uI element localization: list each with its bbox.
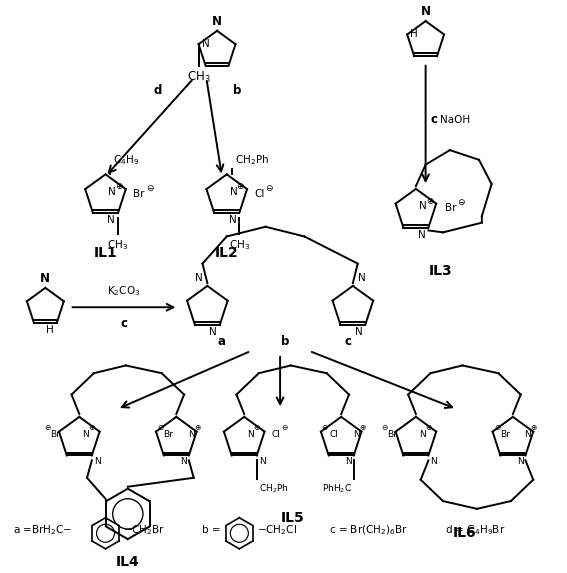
Text: $\ominus$: $\ominus$: [381, 423, 389, 432]
Text: N: N: [108, 187, 116, 197]
Text: N: N: [419, 430, 426, 439]
Text: c: c: [345, 335, 352, 348]
Text: c = Br(CH$_2$)$_6$Br: c = Br(CH$_2$)$_6$Br: [329, 524, 408, 537]
Text: Br: Br: [445, 203, 456, 213]
Text: c: c: [120, 317, 128, 330]
Text: $\ominus$: $\ominus$: [456, 198, 466, 207]
Text: IL5: IL5: [281, 511, 304, 525]
Text: H: H: [410, 29, 418, 40]
Text: Br: Br: [163, 430, 174, 439]
Text: $\ominus$: $\ominus$: [494, 423, 501, 432]
Text: $\oplus$: $\oplus$: [115, 181, 124, 191]
Text: IL3: IL3: [428, 264, 452, 277]
Text: CH$_3$: CH$_3$: [187, 69, 210, 84]
Text: N: N: [94, 457, 100, 466]
Text: Cl: Cl: [329, 430, 338, 439]
Text: b: b: [233, 84, 242, 97]
Text: $\oplus$: $\oplus$: [88, 423, 96, 432]
Text: a =BrH$_2$C$-$: a =BrH$_2$C$-$: [14, 524, 73, 537]
Text: IL4: IL4: [116, 555, 139, 568]
Text: PhH$_2$C: PhH$_2$C: [321, 482, 352, 495]
Text: Br: Br: [133, 189, 144, 199]
Text: $-$CH$_2$Br: $-$CH$_2$Br: [123, 524, 165, 537]
Text: N: N: [82, 430, 89, 439]
Text: $\ominus$: $\ominus$: [321, 423, 329, 432]
Text: $\ominus$: $\ominus$: [44, 423, 52, 432]
Text: $\ominus$: $\ominus$: [265, 183, 273, 193]
Text: N: N: [421, 5, 430, 18]
Text: b =: b =: [202, 525, 221, 535]
Text: N: N: [355, 327, 362, 337]
Text: N: N: [247, 430, 254, 439]
Text: N: N: [209, 327, 217, 337]
Text: CH$_2$Ph: CH$_2$Ph: [259, 482, 289, 495]
Text: Br: Br: [500, 430, 510, 439]
Text: N: N: [40, 272, 50, 285]
Text: c: c: [430, 113, 438, 126]
Text: a: a: [218, 335, 226, 348]
Text: N: N: [430, 457, 437, 466]
Text: N: N: [353, 430, 359, 439]
Text: H: H: [46, 325, 54, 335]
Text: IL1: IL1: [94, 246, 117, 260]
Text: CH$_3$: CH$_3$: [229, 238, 250, 252]
Text: $\oplus$: $\oplus$: [236, 181, 245, 191]
Text: IL6: IL6: [452, 525, 476, 540]
Text: N: N: [517, 457, 523, 466]
Text: N: N: [358, 273, 366, 283]
Text: N: N: [229, 215, 236, 225]
Text: d: d: [154, 84, 162, 97]
Text: N: N: [259, 457, 265, 466]
Text: CH$_3$: CH$_3$: [107, 238, 129, 252]
Text: N: N: [188, 430, 194, 439]
Text: b: b: [281, 335, 289, 348]
Text: N: N: [107, 215, 115, 225]
Text: K$_2$CO$_3$: K$_2$CO$_3$: [107, 284, 141, 297]
Text: Br: Br: [50, 430, 60, 439]
Text: N: N: [524, 430, 531, 439]
Text: $\oplus$: $\oplus$: [359, 423, 366, 432]
Text: CH$_2$Ph: CH$_2$Ph: [235, 153, 269, 167]
Text: N: N: [230, 187, 238, 197]
Text: $\oplus$: $\oplus$: [194, 423, 201, 432]
Text: $\ominus$: $\ominus$: [157, 423, 164, 432]
Text: NaOH: NaOH: [440, 115, 470, 124]
Text: $-$CH$_2$Cl: $-$CH$_2$Cl: [257, 524, 297, 537]
Text: N: N: [418, 230, 426, 241]
Text: N: N: [201, 39, 209, 49]
Text: N: N: [180, 457, 187, 466]
Text: $\ominus$: $\ominus$: [281, 423, 289, 432]
Text: N: N: [345, 457, 352, 466]
Text: d = C$_4$H$_9$Br: d = C$_4$H$_9$Br: [445, 524, 505, 537]
Text: $\oplus$: $\oplus$: [426, 195, 434, 206]
Text: Br: Br: [387, 430, 396, 439]
Text: N: N: [194, 273, 202, 283]
Text: C$_4$H$_9$: C$_4$H$_9$: [113, 153, 139, 167]
Text: $\oplus$: $\oplus$: [425, 423, 432, 432]
Text: IL2: IL2: [215, 246, 239, 260]
Text: $\oplus$: $\oplus$: [253, 423, 261, 432]
Text: Cl: Cl: [272, 430, 280, 439]
Text: N: N: [419, 201, 426, 211]
Text: N: N: [212, 15, 222, 28]
Text: Cl: Cl: [254, 189, 264, 199]
Text: $\ominus$: $\ominus$: [146, 183, 155, 193]
Text: $\oplus$: $\oplus$: [530, 423, 538, 432]
